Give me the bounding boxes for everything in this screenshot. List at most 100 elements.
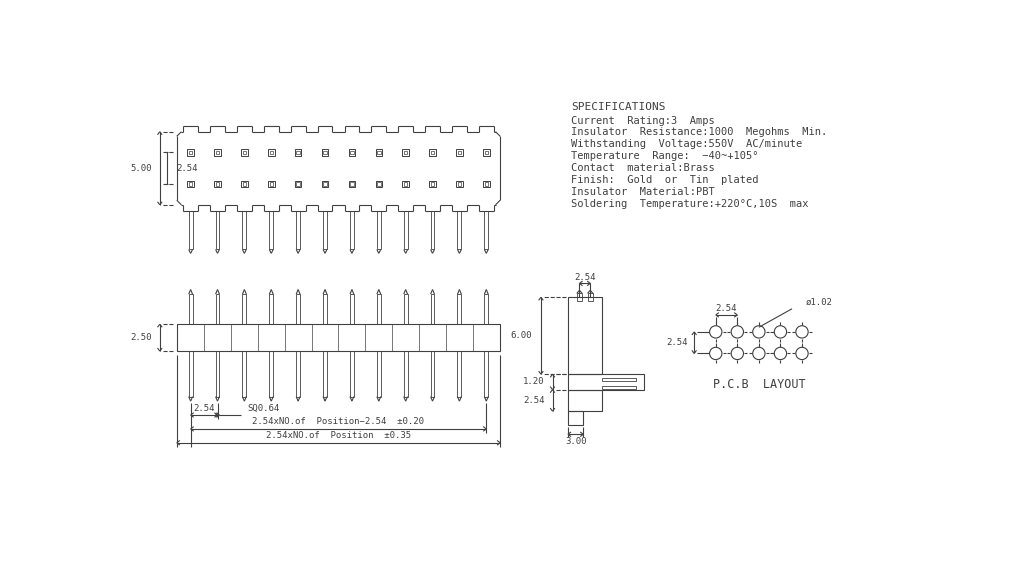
Bar — [324, 294, 327, 324]
Bar — [324, 151, 327, 154]
Bar — [484, 294, 488, 324]
Text: Withstanding  Voltage:550V  AC/minute: Withstanding Voltage:550V AC/minute — [571, 140, 802, 150]
Bar — [377, 351, 381, 397]
Bar — [377, 151, 381, 154]
Bar — [431, 351, 434, 397]
Text: Current  Rating:3  Amps: Current Rating:3 Amps — [571, 116, 715, 126]
Bar — [295, 149, 301, 156]
Bar — [268, 149, 274, 156]
Bar — [348, 149, 355, 156]
Text: 2.54: 2.54 — [574, 273, 596, 281]
Bar — [484, 151, 488, 154]
Bar — [458, 351, 462, 397]
Bar — [483, 181, 489, 187]
Bar — [322, 149, 329, 156]
Text: SQ0.64: SQ0.64 — [248, 404, 280, 413]
Bar — [350, 351, 354, 397]
Bar — [188, 182, 193, 186]
Bar — [241, 149, 248, 156]
Bar — [456, 181, 463, 187]
Bar — [296, 351, 300, 397]
Text: 2.54: 2.54 — [716, 304, 737, 313]
Bar — [429, 149, 436, 156]
Bar — [403, 182, 408, 186]
Bar — [431, 211, 434, 249]
Bar — [241, 181, 248, 187]
Bar — [188, 294, 193, 324]
Bar — [484, 351, 488, 397]
Bar — [295, 181, 301, 187]
Bar — [588, 293, 593, 301]
Text: Insulator  Material:PBT: Insulator Material:PBT — [571, 187, 715, 197]
Text: 2.54: 2.54 — [176, 164, 198, 173]
Bar — [376, 181, 382, 187]
Bar — [568, 374, 644, 390]
Bar — [431, 182, 434, 186]
Text: SPECIFICATIONS: SPECIFICATIONS — [571, 102, 666, 113]
Bar — [402, 149, 409, 156]
Bar — [296, 151, 300, 154]
Bar — [458, 211, 462, 249]
Bar — [296, 211, 300, 249]
Bar — [187, 149, 194, 156]
Bar — [324, 351, 327, 397]
Text: Finish:  Gold  or  Tin  plated: Finish: Gold or Tin plated — [571, 175, 759, 185]
Text: P.C.B  LAYOUT: P.C.B LAYOUT — [713, 378, 805, 391]
Bar — [402, 181, 409, 187]
Bar — [296, 294, 300, 324]
Bar — [324, 211, 327, 249]
Text: Contact  material:Brass: Contact material:Brass — [571, 164, 715, 173]
Bar — [350, 294, 354, 324]
Bar — [188, 351, 193, 397]
Bar — [484, 211, 488, 249]
Bar — [214, 149, 221, 156]
Text: Soldering  Temperature:+220°C,10S  max: Soldering Temperature:+220°C,10S max — [571, 199, 809, 209]
Text: 2.50: 2.50 — [131, 333, 153, 342]
Bar — [188, 151, 193, 154]
Text: 1.20: 1.20 — [523, 377, 545, 387]
Bar — [269, 211, 273, 249]
Bar — [377, 182, 381, 186]
Bar — [216, 351, 219, 397]
Bar — [484, 182, 488, 186]
Bar — [602, 378, 637, 381]
Text: 3.00: 3.00 — [565, 437, 587, 447]
Bar — [269, 182, 273, 186]
Bar — [268, 181, 274, 187]
Bar — [350, 182, 353, 186]
Bar — [269, 351, 273, 397]
Bar — [403, 351, 408, 397]
Bar — [322, 181, 329, 187]
Bar — [243, 211, 247, 249]
Bar — [216, 151, 219, 154]
Text: 2.54: 2.54 — [194, 404, 215, 413]
Bar — [568, 390, 602, 411]
Bar — [431, 151, 434, 154]
Bar — [269, 294, 273, 324]
Bar — [269, 151, 273, 154]
Bar — [243, 182, 246, 186]
Bar — [403, 211, 408, 249]
Bar — [214, 181, 221, 187]
Bar — [324, 182, 327, 186]
Text: 2.54xNO.of  Position−2.54  ±0.20: 2.54xNO.of Position−2.54 ±0.20 — [253, 418, 425, 426]
Bar — [376, 149, 382, 156]
Bar — [456, 149, 463, 156]
Bar — [348, 181, 355, 187]
Text: Insulator  Resistance:1000  Megohms  Min.: Insulator Resistance:1000 Megohms Min. — [571, 127, 827, 137]
Text: 6.00: 6.00 — [510, 331, 531, 340]
Bar — [403, 294, 408, 324]
Bar — [243, 294, 247, 324]
Text: 2.54: 2.54 — [523, 396, 545, 405]
Bar — [187, 181, 194, 187]
Bar — [216, 294, 219, 324]
Bar — [377, 211, 381, 249]
Bar — [458, 294, 462, 324]
Bar — [216, 182, 219, 186]
Bar — [431, 294, 434, 324]
Bar — [350, 211, 354, 249]
Bar — [177, 324, 500, 351]
Bar — [243, 351, 247, 397]
Bar — [403, 151, 408, 154]
Bar — [577, 293, 583, 301]
